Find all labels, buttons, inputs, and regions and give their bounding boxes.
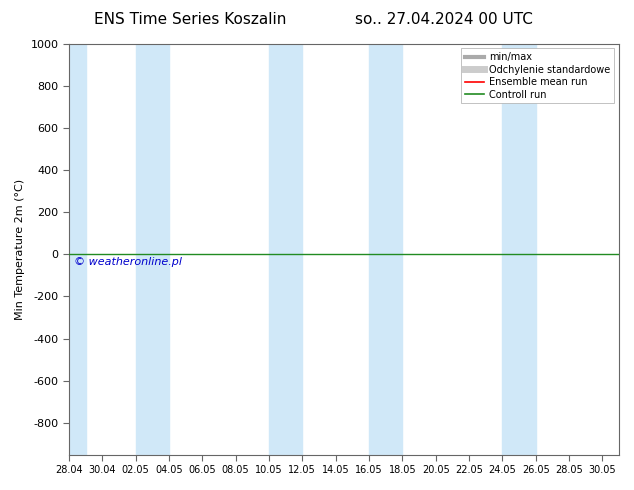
Bar [369, 44, 403, 455]
Bar [69, 44, 86, 455]
Y-axis label: Min Temperature 2m (°C): Min Temperature 2m (°C) [15, 178, 25, 319]
Text: so.. 27.04.2024 00 UTC: so.. 27.04.2024 00 UTC [355, 12, 533, 27]
Text: ENS Time Series Koszalin: ENS Time Series Koszalin [94, 12, 287, 27]
Bar [136, 44, 169, 455]
Legend: min/max, Odchylenie standardowe, Ensemble mean run, Controll run: min/max, Odchylenie standardowe, Ensembl… [461, 49, 614, 103]
Bar [269, 44, 302, 455]
Text: © weatheronline.pl: © weatheronline.pl [74, 257, 183, 267]
Bar [502, 44, 536, 455]
